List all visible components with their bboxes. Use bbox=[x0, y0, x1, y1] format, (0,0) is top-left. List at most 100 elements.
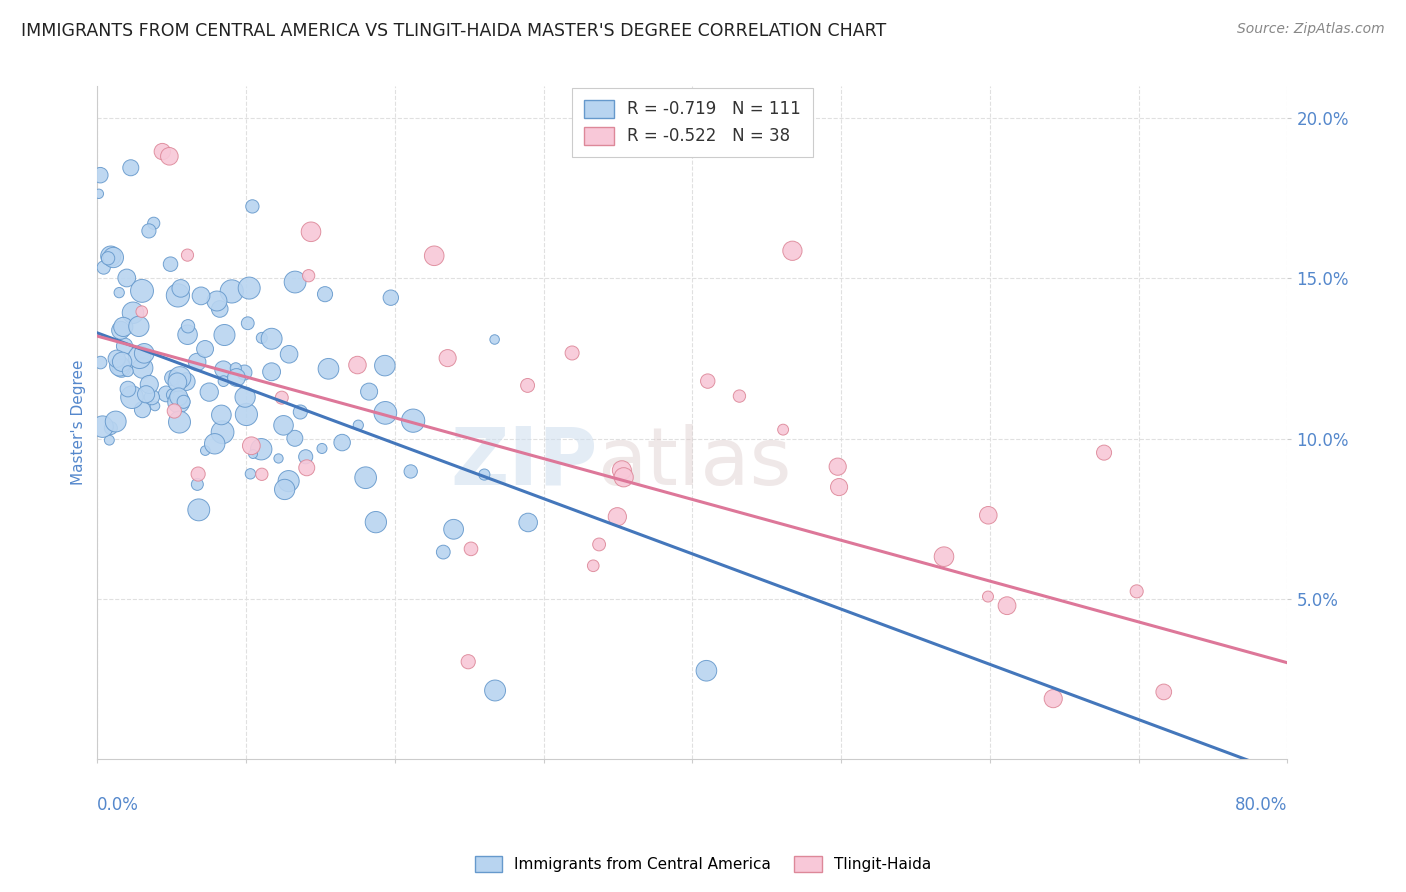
Point bbox=[138, 224, 160, 238]
Point bbox=[359, 384, 381, 399]
Point bbox=[484, 333, 506, 347]
Point bbox=[190, 289, 212, 303]
Point bbox=[443, 522, 465, 536]
Point bbox=[290, 405, 312, 419]
Point bbox=[239, 467, 262, 481]
Point bbox=[90, 355, 112, 369]
Point bbox=[131, 284, 153, 298]
Point bbox=[1042, 691, 1064, 706]
Point bbox=[695, 664, 717, 678]
Point bbox=[250, 442, 273, 457]
Point bbox=[932, 549, 955, 564]
Point bbox=[250, 331, 273, 345]
Point bbox=[128, 350, 150, 364]
Point bbox=[278, 347, 301, 361]
Point bbox=[111, 355, 134, 369]
Point bbox=[260, 332, 283, 346]
Point bbox=[260, 365, 283, 379]
Point bbox=[782, 244, 804, 258]
Point bbox=[250, 467, 273, 482]
Point bbox=[221, 285, 243, 299]
Point bbox=[582, 558, 605, 573]
Point bbox=[157, 149, 180, 163]
Point bbox=[270, 391, 292, 405]
Point bbox=[110, 323, 132, 337]
Point bbox=[105, 351, 128, 366]
Point bbox=[115, 271, 138, 285]
Point bbox=[198, 385, 221, 400]
Point bbox=[1125, 584, 1147, 599]
Point bbox=[561, 346, 583, 360]
Point bbox=[194, 342, 217, 356]
Point bbox=[696, 374, 718, 388]
Point bbox=[205, 293, 228, 308]
Point bbox=[91, 419, 114, 434]
Point bbox=[242, 447, 264, 461]
Point bbox=[134, 346, 156, 360]
Point bbox=[318, 361, 340, 376]
Point bbox=[159, 257, 181, 271]
Point bbox=[295, 460, 318, 475]
Point bbox=[141, 390, 163, 404]
Point bbox=[150, 145, 173, 159]
Text: Source: ZipAtlas.com: Source: ZipAtlas.com bbox=[1237, 22, 1385, 37]
Point bbox=[143, 399, 166, 413]
Point bbox=[169, 415, 191, 429]
Point bbox=[330, 435, 353, 450]
Point bbox=[138, 377, 160, 392]
Point bbox=[995, 599, 1018, 613]
Point bbox=[423, 249, 446, 263]
Text: 0.0%: 0.0% bbox=[97, 796, 139, 814]
Point bbox=[374, 406, 396, 420]
Point bbox=[588, 537, 610, 551]
Text: atlas: atlas bbox=[598, 424, 792, 502]
Point bbox=[311, 442, 333, 456]
Point bbox=[209, 408, 232, 422]
Point bbox=[131, 361, 153, 376]
Text: 80.0%: 80.0% bbox=[1234, 796, 1288, 814]
Point bbox=[167, 288, 190, 302]
Point bbox=[176, 327, 198, 342]
Point bbox=[828, 480, 851, 494]
Point bbox=[364, 515, 387, 529]
Point bbox=[212, 362, 235, 376]
Point bbox=[103, 251, 125, 265]
Point bbox=[284, 431, 307, 445]
Point bbox=[225, 361, 247, 376]
Point bbox=[110, 361, 132, 376]
Point bbox=[186, 477, 208, 491]
Y-axis label: Master's Degree: Master's Degree bbox=[72, 359, 86, 485]
Point bbox=[728, 389, 751, 403]
Point bbox=[163, 404, 186, 418]
Point bbox=[117, 364, 139, 378]
Point bbox=[298, 268, 321, 283]
Point bbox=[235, 408, 257, 422]
Legend: R = -0.719   N = 111, R = -0.522   N = 38: R = -0.719 N = 111, R = -0.522 N = 38 bbox=[572, 88, 813, 157]
Point bbox=[233, 390, 256, 404]
Point bbox=[162, 388, 184, 402]
Point bbox=[93, 260, 115, 275]
Point bbox=[87, 186, 110, 201]
Point bbox=[314, 287, 336, 301]
Text: IMMIGRANTS FROM CENTRAL AMERICA VS TLINGIT-HAIDA MASTER'S DEGREE CORRELATION CHA: IMMIGRANTS FROM CENTRAL AMERICA VS TLING… bbox=[21, 22, 886, 40]
Point bbox=[108, 359, 131, 373]
Point bbox=[225, 370, 247, 384]
Point bbox=[284, 275, 307, 289]
Point bbox=[187, 467, 209, 481]
Point bbox=[100, 249, 122, 263]
Point bbox=[772, 423, 794, 437]
Point bbox=[114, 339, 136, 353]
Point bbox=[194, 443, 217, 458]
Point bbox=[277, 474, 299, 488]
Point bbox=[166, 376, 188, 390]
Point bbox=[267, 451, 290, 466]
Point bbox=[460, 541, 482, 556]
Point bbox=[186, 355, 208, 369]
Point bbox=[432, 545, 454, 559]
Point bbox=[135, 387, 157, 401]
Point bbox=[233, 366, 256, 380]
Point bbox=[613, 470, 636, 484]
Point bbox=[236, 316, 259, 330]
Point bbox=[176, 248, 198, 262]
Point bbox=[104, 415, 127, 429]
